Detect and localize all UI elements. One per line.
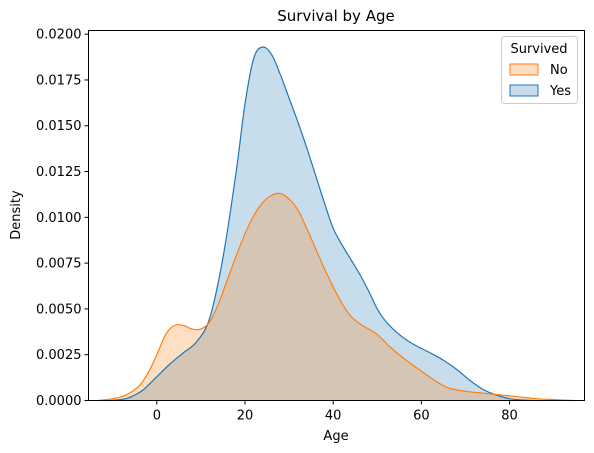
legend-title: Survived: [510, 42, 567, 57]
x-axis-label: Age: [323, 429, 348, 444]
x-tick-label: 40: [325, 409, 342, 424]
x-axis: 0 20 40 60 80: [153, 400, 518, 424]
chart-title: Survival by Age: [277, 7, 394, 25]
plot-frame: [88, 30, 585, 401]
y-tick-label: 0.0175: [36, 73, 82, 88]
legend-label-no: No: [550, 63, 568, 78]
y-tick-label: 0.0075: [36, 257, 82, 272]
y-tick-label: 0.0125: [36, 165, 82, 180]
x-tick-label: 80: [501, 409, 518, 424]
y-tick-label: 0.0025: [36, 348, 82, 363]
y-axis-label: Density: [9, 190, 24, 240]
legend-frame: [501, 36, 578, 104]
density-line-yes: [110, 46, 539, 402]
density-line-no: [97, 192, 574, 402]
y-tick-label: 0.0200: [36, 28, 82, 43]
legend: Survived No Yes: [501, 36, 578, 104]
y-tick-label: 0.0050: [36, 302, 82, 317]
legend-swatch-yes: [509, 84, 539, 97]
x-tick-label: 60: [413, 409, 430, 424]
x-tick-label: 20: [237, 409, 254, 424]
y-tick-label: 0.0100: [36, 211, 82, 226]
series-layer: [97, 46, 574, 402]
density-area-yes: [110, 46, 539, 401]
y-tick-label: 0.0150: [36, 119, 82, 134]
y-tick-label: 0.0000: [36, 394, 82, 409]
legend-swatch-no: [509, 63, 539, 76]
y-axis: 0.0000 0.0025 0.0050 0.0075 0.0100 0.0125 0.01…: [36, 28, 89, 409]
x-tick-label: 0: [153, 409, 161, 424]
legend-label-yes: Yes: [549, 84, 571, 99]
density-area-no: [97, 193, 574, 401]
